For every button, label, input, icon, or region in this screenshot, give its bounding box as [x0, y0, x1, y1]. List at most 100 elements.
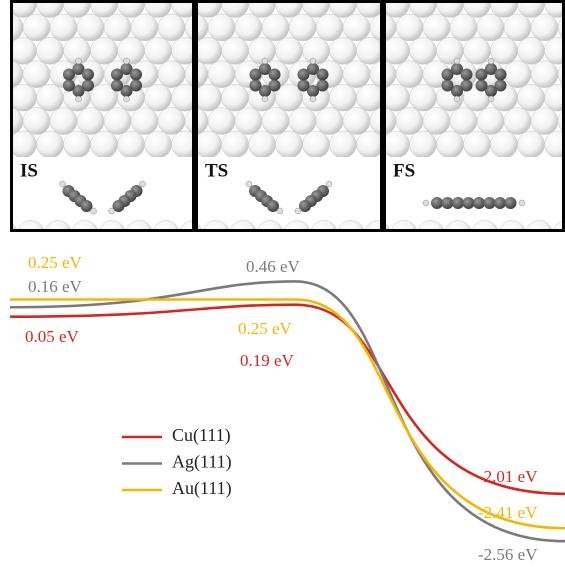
surface-atom: [518, 37, 545, 64]
surface-atom: [222, 131, 249, 158]
figure: ISTSFS 0.05 eV0.19 eV-2.01 eVCu(111)0.16…: [0, 0, 565, 567]
surface-atom: [423, 14, 450, 41]
state-label: FS: [393, 160, 415, 181]
surface-atom: [262, 14, 289, 41]
surface-atom: [504, 61, 531, 88]
value-label: 0.25 eV: [238, 319, 293, 338]
surface-atom: [37, 84, 64, 111]
h-atom: [277, 208, 283, 214]
surface-atom: [357, 84, 384, 111]
surface-atom: [531, 61, 558, 88]
surface-atom: [464, 37, 491, 64]
h-atom: [140, 181, 146, 187]
surface-atom: [410, 131, 437, 158]
side-atom: [45, 221, 72, 248]
surface-atom: [316, 108, 343, 135]
surface-atom: [330, 84, 357, 111]
surface-atom: [423, 108, 450, 135]
surface-atom: [276, 37, 303, 64]
surface-atom: [0, 84, 10, 111]
surface-atom: [208, 14, 235, 41]
surface-atom: [289, 14, 316, 41]
side-atom: [126, 221, 153, 248]
surface-atom: [504, 108, 531, 135]
surface-atom: [410, 84, 437, 111]
surface-atom: [222, 37, 249, 64]
c-atom: [442, 197, 454, 209]
state-label: TS: [205, 160, 228, 181]
surface-atom: [145, 131, 172, 158]
side-atom: [472, 221, 499, 248]
surface-atom: [0, 131, 10, 158]
h-atom: [246, 181, 252, 187]
surface-atom: [118, 37, 145, 64]
h-atom: [124, 58, 130, 64]
surface-atom: [50, 14, 77, 41]
surface-atom: [396, 61, 423, 88]
value-label: 0.05 eV: [25, 327, 80, 346]
legend-label: Cu(111): [172, 425, 231, 446]
surface-atom: [343, 61, 370, 88]
surface-atom: [158, 61, 185, 88]
h-atom: [326, 181, 332, 187]
h-atom: [295, 208, 301, 214]
surface-atom: [357, 37, 384, 64]
h-atom: [519, 200, 525, 206]
surface-atom: [235, 14, 262, 41]
surface-atom: [330, 131, 357, 158]
c-atom: [473, 197, 485, 209]
c-atom: [249, 80, 261, 92]
surface-atom: [195, 131, 222, 158]
surface-atom: [23, 14, 50, 41]
h-atom: [91, 208, 97, 214]
h-atom: [310, 96, 316, 102]
value-label: 0.19 eV: [240, 351, 295, 370]
surface-atom: [531, 14, 558, 41]
surface-atom: [518, 84, 545, 111]
surface-atom: [158, 14, 185, 41]
surface-atom: [491, 37, 518, 64]
structure-panel: [168, 0, 398, 248]
surface-atom: [77, 14, 104, 41]
surface-atom: [330, 37, 357, 64]
side-atom: [18, 221, 45, 248]
surface-atom: [383, 84, 410, 111]
surface-atom: [410, 37, 437, 64]
structure-panel: [0, 0, 212, 248]
value-label: -2.56 eV: [478, 545, 538, 564]
value-label: 0.16 eV: [28, 277, 83, 296]
surface-atom: [0, 0, 10, 18]
side-atom: [153, 221, 180, 248]
side-atom: [526, 221, 553, 248]
side-atom: [230, 221, 257, 248]
surface-atom: [477, 14, 504, 41]
side-atom: [338, 221, 365, 248]
c-atom: [317, 69, 329, 81]
c-atom: [505, 197, 517, 209]
surface-atom: [195, 84, 222, 111]
h-atom: [60, 181, 66, 187]
surface-atom: [343, 14, 370, 41]
surface-atom: [531, 108, 558, 135]
surface-atom: [23, 61, 50, 88]
side-atom: [391, 221, 418, 248]
surface-atom: [450, 108, 477, 135]
h-atom: [262, 96, 268, 102]
structure-panel: [356, 0, 565, 248]
surface-atom: [249, 131, 276, 158]
surface-atom: [396, 14, 423, 41]
c-atom: [130, 69, 142, 81]
surface-atom: [118, 131, 145, 158]
surface-atom: [383, 131, 410, 158]
surface-atom: [23, 108, 50, 135]
surface-atom: [518, 131, 545, 158]
c-atom: [269, 69, 281, 81]
surface-atom: [316, 14, 343, 41]
value-label: -2.41 eV: [478, 503, 538, 522]
surface-atom: [37, 37, 64, 64]
h-atom: [262, 58, 268, 64]
surface-atom: [158, 108, 185, 135]
surface-atom: [131, 14, 158, 41]
surface-atom: [491, 131, 518, 158]
